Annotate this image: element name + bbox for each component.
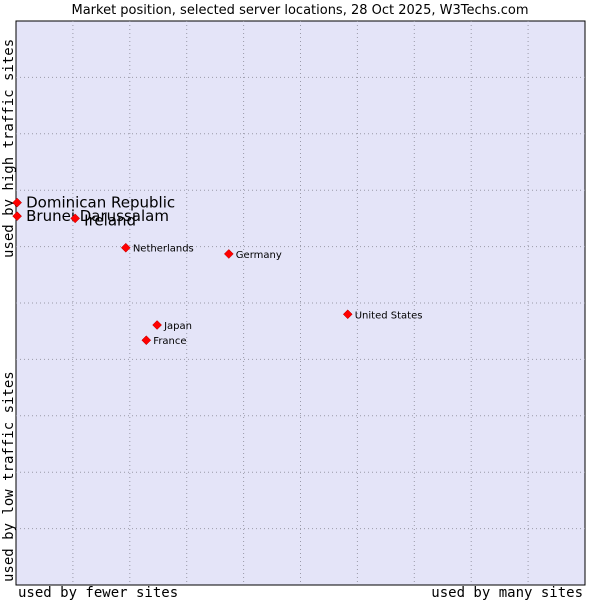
point-marker [342,309,353,320]
chart-title: Market position, selected server locatio… [71,3,528,18]
point-label: Brunei Darussalam [26,207,169,225]
point-label: Ireland [84,211,136,229]
x-axis-label-high: used by many sites [431,585,583,600]
point-label: Japan [163,321,192,332]
data-point-france: France [141,335,187,347]
point-label: Dominican Republic [26,194,175,212]
point-label: Netherlands [133,244,194,255]
point-marker [141,335,152,346]
data-point-brunei-darussalam: Brunei Darussalam [12,207,169,225]
point-label: Germany [236,250,282,261]
data-point-united-states: United States [342,309,423,321]
point-marker [223,249,234,259]
data-point-netherlands: Netherlands [120,242,194,255]
data-point-ireland: Ireland [70,211,136,229]
point-marker [12,211,22,221]
point-label: United States [355,310,423,321]
data-point-japan: Japan [152,320,192,332]
y-axis-label-low: used by low traffic sites [1,371,17,582]
point-marker [12,197,22,208]
point-label: France [153,336,186,347]
data-point-germany: Germany [223,249,282,261]
y-axis-label-high: used by high traffic sites [1,39,17,258]
point-marker [152,320,162,330]
point-marker [120,242,131,253]
x-axis-label-low: used by fewer sites [18,585,178,600]
point-marker [70,213,81,224]
grid-lines [16,21,585,585]
data-point-dominican-republic: Dominican Republic [12,194,175,212]
